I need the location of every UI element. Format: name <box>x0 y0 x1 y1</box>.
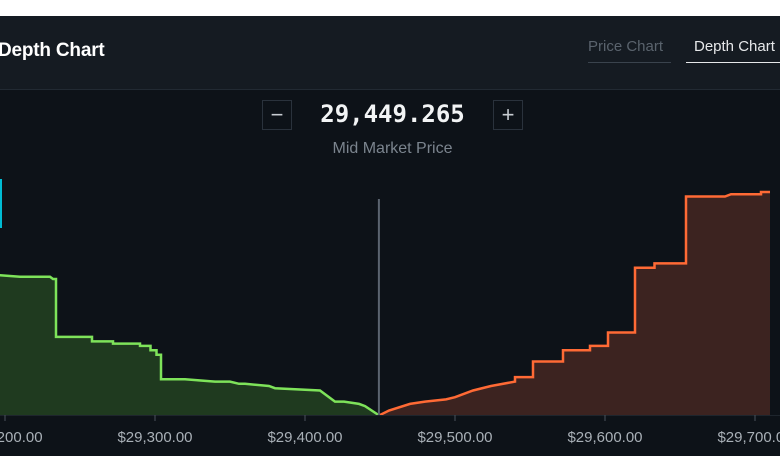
ask-depth-line <box>379 190 770 417</box>
ask-area-fill <box>380 192 770 415</box>
bid-depth-line <box>0 273 380 417</box>
x-tick-label: $29,700.00 <box>717 429 780 446</box>
tab-price-chart[interactable]: Price Chart <box>588 38 672 63</box>
tab-depth-chart[interactable]: Depth Chart <box>686 38 780 63</box>
x-tick-label: $29,500.00 <box>417 429 492 446</box>
x-axis-ticks: $29,200.00 $29,300.00 $29,400.00 $29,500.00… <box>0 415 780 446</box>
bid-area-fill <box>0 275 379 415</box>
chart-header: Depth Chart Price Chart Depth Chart <box>0 16 780 90</box>
page-title: Depth Chart <box>0 40 105 61</box>
mid-market-price-value: 29,449.265 <box>320 100 465 128</box>
mid-market-price-label: Mid Market Price <box>332 140 453 157</box>
x-tick-label: $29,400.00 <box>267 429 342 446</box>
x-tick-label: $29,600.00 <box>567 429 642 446</box>
x-tick-label: $29,300.00 <box>117 429 192 446</box>
depth-chart-plot: $29,200.00 $29,300.00 $29,400.00 $29,500.00… <box>0 179 780 446</box>
increase-price-button[interactable]: + <box>493 100 523 130</box>
x-tick-label: $29,200.00 <box>0 429 43 446</box>
decrease-price-button[interactable]: − <box>262 100 292 130</box>
depth-chart-panel: Depth Chart Price Chart Depth Chart $29,… <box>0 16 780 456</box>
